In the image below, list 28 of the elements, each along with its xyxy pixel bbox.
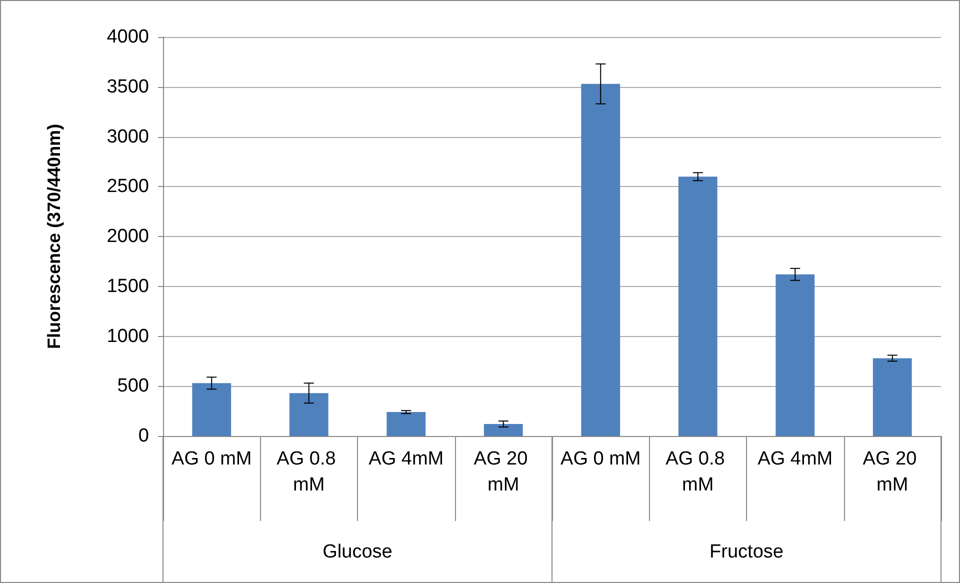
y-tick-label: 1500	[106, 276, 149, 297]
y-tick-label: 4000	[106, 26, 149, 48]
y-tick-label: 2000	[106, 226, 149, 247]
x-tick-label: AG 0.8 mM	[276, 448, 342, 496]
text: Glucose	[322, 542, 392, 562]
bar	[678, 176, 718, 436]
y-tick-label: 500	[117, 376, 149, 397]
bar	[386, 412, 426, 436]
x-tick-label: AG 0 mM	[172, 448, 252, 470]
x-tick-label: AG 4mM	[368, 448, 444, 470]
bar	[484, 424, 523, 436]
y-tick-label: 0	[138, 426, 149, 446]
x-tick-label: AG 20 mM	[474, 448, 533, 496]
y-axis-title: Fluorescence (370/440nm)	[44, 124, 64, 350]
y-tick-label: 3500	[106, 76, 149, 98]
bar	[872, 358, 912, 436]
text: Fructose	[710, 542, 784, 562]
bar	[192, 383, 232, 436]
y-tick-label: 1000	[106, 326, 149, 347]
y-tick-label: 2500	[106, 176, 149, 198]
y-tick-label: 3000	[106, 126, 149, 148]
bar	[776, 274, 815, 436]
x-tick-label: AG 0.8 mM	[666, 448, 730, 496]
x-tick-label: AG 4mM	[758, 448, 833, 470]
x-tick-label: AG 20 mM	[862, 448, 922, 496]
bar	[581, 84, 620, 436]
bar	[289, 393, 328, 436]
x-tick-label: AG 0 mM	[560, 448, 641, 470]
